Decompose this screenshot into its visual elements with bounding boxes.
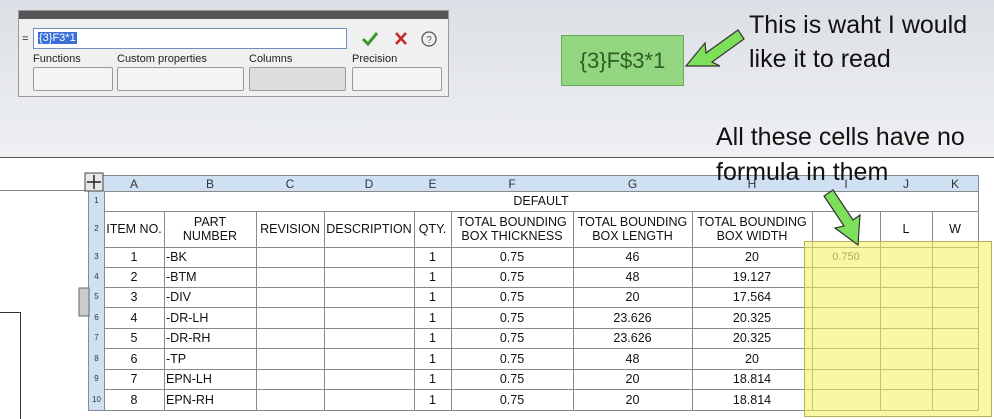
cell: QTY. [414,211,452,248]
dropdown[interactable] [33,67,113,91]
cell: 4 [104,307,165,329]
cell: 1 [414,369,452,390]
cell: 1 [414,287,452,308]
cell: -DIV [164,287,257,308]
cell: 1 [414,267,452,288]
label: Custom properties [117,53,207,65]
cell: 0.75 [451,328,574,349]
cell [324,389,415,411]
cell: 0.75 [451,247,574,268]
cell: PART NUMBER [164,211,257,248]
cell: -TP [164,348,257,370]
cell [256,267,325,288]
prefix: = [22,33,29,45]
cell: DESCRIPTION [324,211,415,248]
cell [256,348,325,370]
help-button[interactable] [421,31,437,47]
cell: 20 [573,389,693,411]
cell: 1 [414,328,452,349]
formula-input[interactable]: {3}F3*1 [33,28,347,49]
cell [256,328,325,349]
sheet-edge [0,190,88,191]
cell [256,287,325,308]
label: Precision [352,53,398,65]
cell: 1 [414,389,452,411]
cell: 1 [414,307,452,329]
cell [324,328,415,349]
cell: EPN-LH [164,369,257,390]
cell: 3 [104,287,165,308]
cell: -DR-RH [164,328,257,349]
ok-button[interactable] [361,32,379,47]
cell: -BK [164,247,257,268]
cell: ITEM NO. [104,211,165,248]
cell: -BTM [164,267,257,288]
cell [324,267,415,288]
cell: 46 [573,247,693,268]
side-handle[interactable] [78,287,90,317]
cell: 8 [104,389,165,411]
cell: 23.626 [573,307,693,329]
dialog-icons: ? [361,31,437,47]
label: Columns [249,53,293,65]
cell [256,307,325,329]
label: Functions [33,53,81,65]
cell [324,287,415,308]
cell: 10 [88,389,105,411]
cell: K [932,175,979,192]
cell: 5 [104,328,165,349]
dropdown[interactable] [117,67,244,91]
cell: 23.626 [573,328,693,349]
cell: 48 [573,267,693,288]
dropdown[interactable] [352,67,442,91]
title-strip [19,11,448,19]
cell: EPN-RH [164,389,257,411]
cell: 20 [573,287,693,308]
separator [0,157,994,158]
drawing-frame [0,312,21,419]
cell: 0.75 [451,348,574,370]
cell: 1 [414,247,452,268]
arrow [823,189,861,247]
cell: 0.75 [451,389,574,411]
cell: TOTAL BOUNDING BOX WIDTH [692,211,813,248]
cell: REVISION [256,211,325,248]
cell: 20 [573,369,693,390]
dropdown [249,67,346,91]
cell: TOTAL BOUNDING BOX THICKNESS [451,211,574,248]
cell [256,369,325,390]
cell: TOTAL BOUNDING BOX LENGTH [573,211,693,248]
cell [256,389,325,411]
cell: 2 [104,267,165,288]
cell [324,247,415,268]
cell: 1 [104,247,165,268]
cell: DEFAULT [104,191,979,212]
desired-box: {3}F$3*1 [561,35,684,86]
cell: 1 [414,348,452,370]
cell [324,348,415,370]
formula-dialog: = {3}F3*1 ? Functions Custom properties … [18,10,449,97]
cell [324,307,415,329]
cell: 0.75 [451,369,574,390]
cell: 0.75 [451,307,574,329]
cell: 0.75 [451,267,574,288]
cell: 6 [104,348,165,370]
cell: -DR-LH [164,307,257,329]
cancel-button[interactable] [395,32,407,45]
arrow [684,29,745,67]
formula-text: {3}F3*1 [38,32,77,44]
highlight [804,241,992,417]
svg-text:?: ? [426,35,432,46]
annotation: All these cells have no formula in them [716,123,965,186]
cell: 7 [104,369,165,390]
cell [324,369,415,390]
callout-note: This is waht I would like it to read [749,11,968,73]
cell: 0.75 [451,287,574,308]
cell [256,247,325,268]
cell: 48 [573,348,693,370]
